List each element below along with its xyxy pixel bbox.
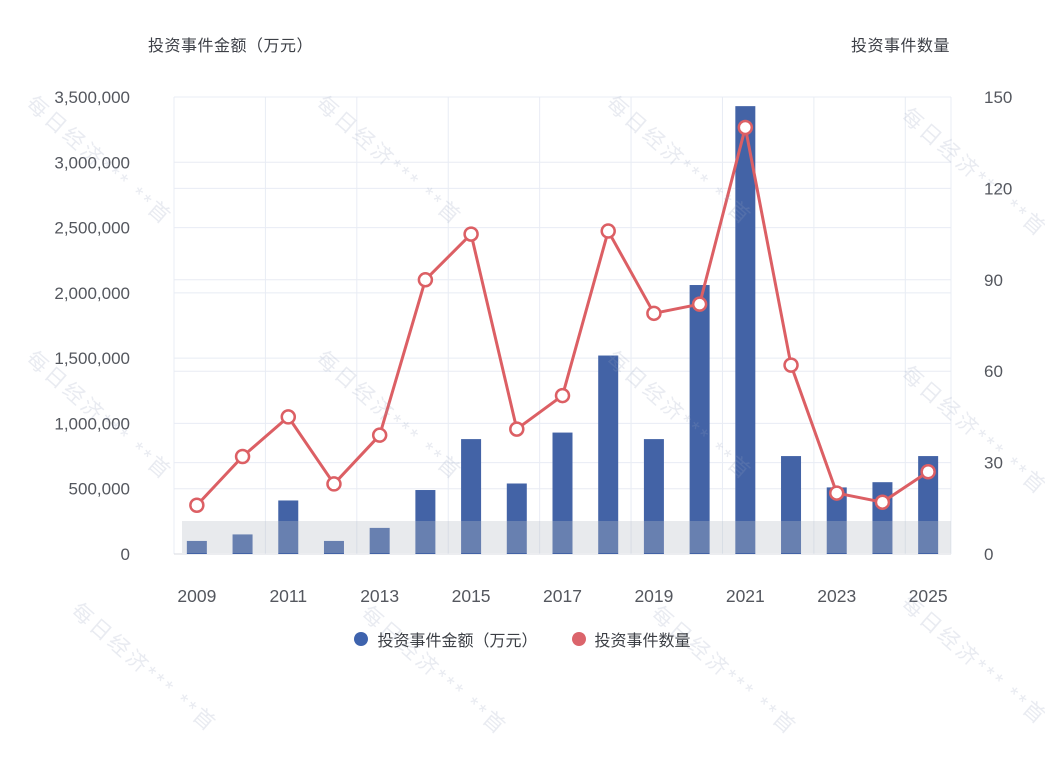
legend-label-amount: 投资事件金额（万元）: [377, 633, 538, 650]
line-point-2011[interactable]: [280, 409, 297, 425]
line-point-2020[interactable]: [691, 296, 708, 312]
line-point-2014[interactable]: [417, 272, 434, 288]
y-axis-right-tick: 30: [984, 454, 1003, 473]
line-point-2025[interactable]: [920, 463, 936, 480]
bar-2025[interactable]: [918, 456, 939, 554]
bar-2020[interactable]: [689, 285, 710, 554]
y-axis-left-tick: 3,500,000: [54, 88, 130, 107]
bar-2013[interactable]: [369, 527, 390, 554]
legend-item-amount[interactable]: 投资事件金额（万元）: [354, 627, 538, 651]
x-axis-tick: 2025: [909, 586, 948, 606]
bar-2023[interactable]: [826, 487, 847, 554]
line-point-2017[interactable]: [554, 387, 571, 404]
x-axis-tick: 2019: [634, 586, 673, 606]
bar-2015[interactable]: [461, 439, 482, 554]
x-axis-tick: 2015: [452, 586, 491, 606]
legend-label-count: 投资事件数量: [594, 633, 691, 650]
bar-2022[interactable]: [781, 456, 802, 554]
watermark-band: [182, 521, 951, 553]
bar-2018[interactable]: [598, 355, 619, 554]
line-point-2012[interactable]: [326, 476, 342, 492]
line-point-2018[interactable]: [600, 223, 616, 239]
y-axis-left-tick: 2,500,000: [54, 219, 130, 238]
line-point-2010[interactable]: [234, 448, 251, 465]
y-axis-left-tick: 1,500,000: [54, 349, 130, 368]
line-point-2015[interactable]: [463, 226, 479, 242]
left-axis-title: 投资事件金额（万元）: [148, 38, 314, 55]
line-point-2013[interactable]: [371, 427, 388, 443]
x-axis-tick: 2011: [269, 586, 307, 606]
bar-2017[interactable]: [552, 432, 573, 554]
bar-2019[interactable]: [643, 439, 664, 554]
y-axis-right-tick: 0: [984, 545, 993, 564]
legend-dot-count-icon: [571, 632, 586, 646]
line-point-2022[interactable]: [783, 357, 799, 373]
x-axis-tick: 2009: [177, 586, 216, 606]
line-point-2009[interactable]: [189, 497, 205, 514]
bar-2021[interactable]: [735, 106, 756, 554]
right-axis-title: 投资事件数量: [850, 38, 950, 55]
bar-2016[interactable]: [506, 483, 527, 554]
bar-2014[interactable]: [415, 490, 436, 554]
y-axis-right-tick: 120: [984, 179, 1012, 198]
y-axis-left-tick: 3,000,000: [54, 153, 130, 172]
y-axis-right-tick: 90: [984, 271, 1003, 290]
line-point-2016[interactable]: [509, 421, 525, 437]
y-axis-left-tick: 2,000,000: [54, 284, 130, 303]
legend-dot-amount-icon: [354, 632, 369, 646]
bar-2010[interactable]: [232, 534, 253, 554]
legend-item-count[interactable]: 投资事件数量: [571, 627, 691, 651]
y-axis-left-tick: 0: [121, 545, 130, 564]
line-point-2019[interactable]: [646, 305, 662, 322]
bar-2012[interactable]: [323, 540, 344, 554]
line-point-2024[interactable]: [874, 494, 891, 510]
bar-2009[interactable]: [186, 540, 207, 554]
bar-2011[interactable]: [278, 500, 299, 554]
chart-legend: 投资事件金额（万元） 投资事件数量: [0, 627, 1045, 651]
line-point-2023[interactable]: [828, 485, 845, 501]
y-axis-left-tick: 500,000: [69, 480, 130, 499]
x-axis-tick: 2021: [726, 586, 765, 606]
x-axis-tick: 2017: [543, 586, 582, 606]
y-axis-right-tick: 150: [984, 88, 1012, 107]
y-axis-right-tick: 60: [984, 362, 1003, 381]
x-axis-tick: 2023: [817, 586, 856, 606]
x-axis-tick: 2013: [360, 586, 399, 606]
line-point-2021[interactable]: [737, 119, 754, 136]
y-axis-left-tick: 1,000,000: [54, 414, 130, 433]
